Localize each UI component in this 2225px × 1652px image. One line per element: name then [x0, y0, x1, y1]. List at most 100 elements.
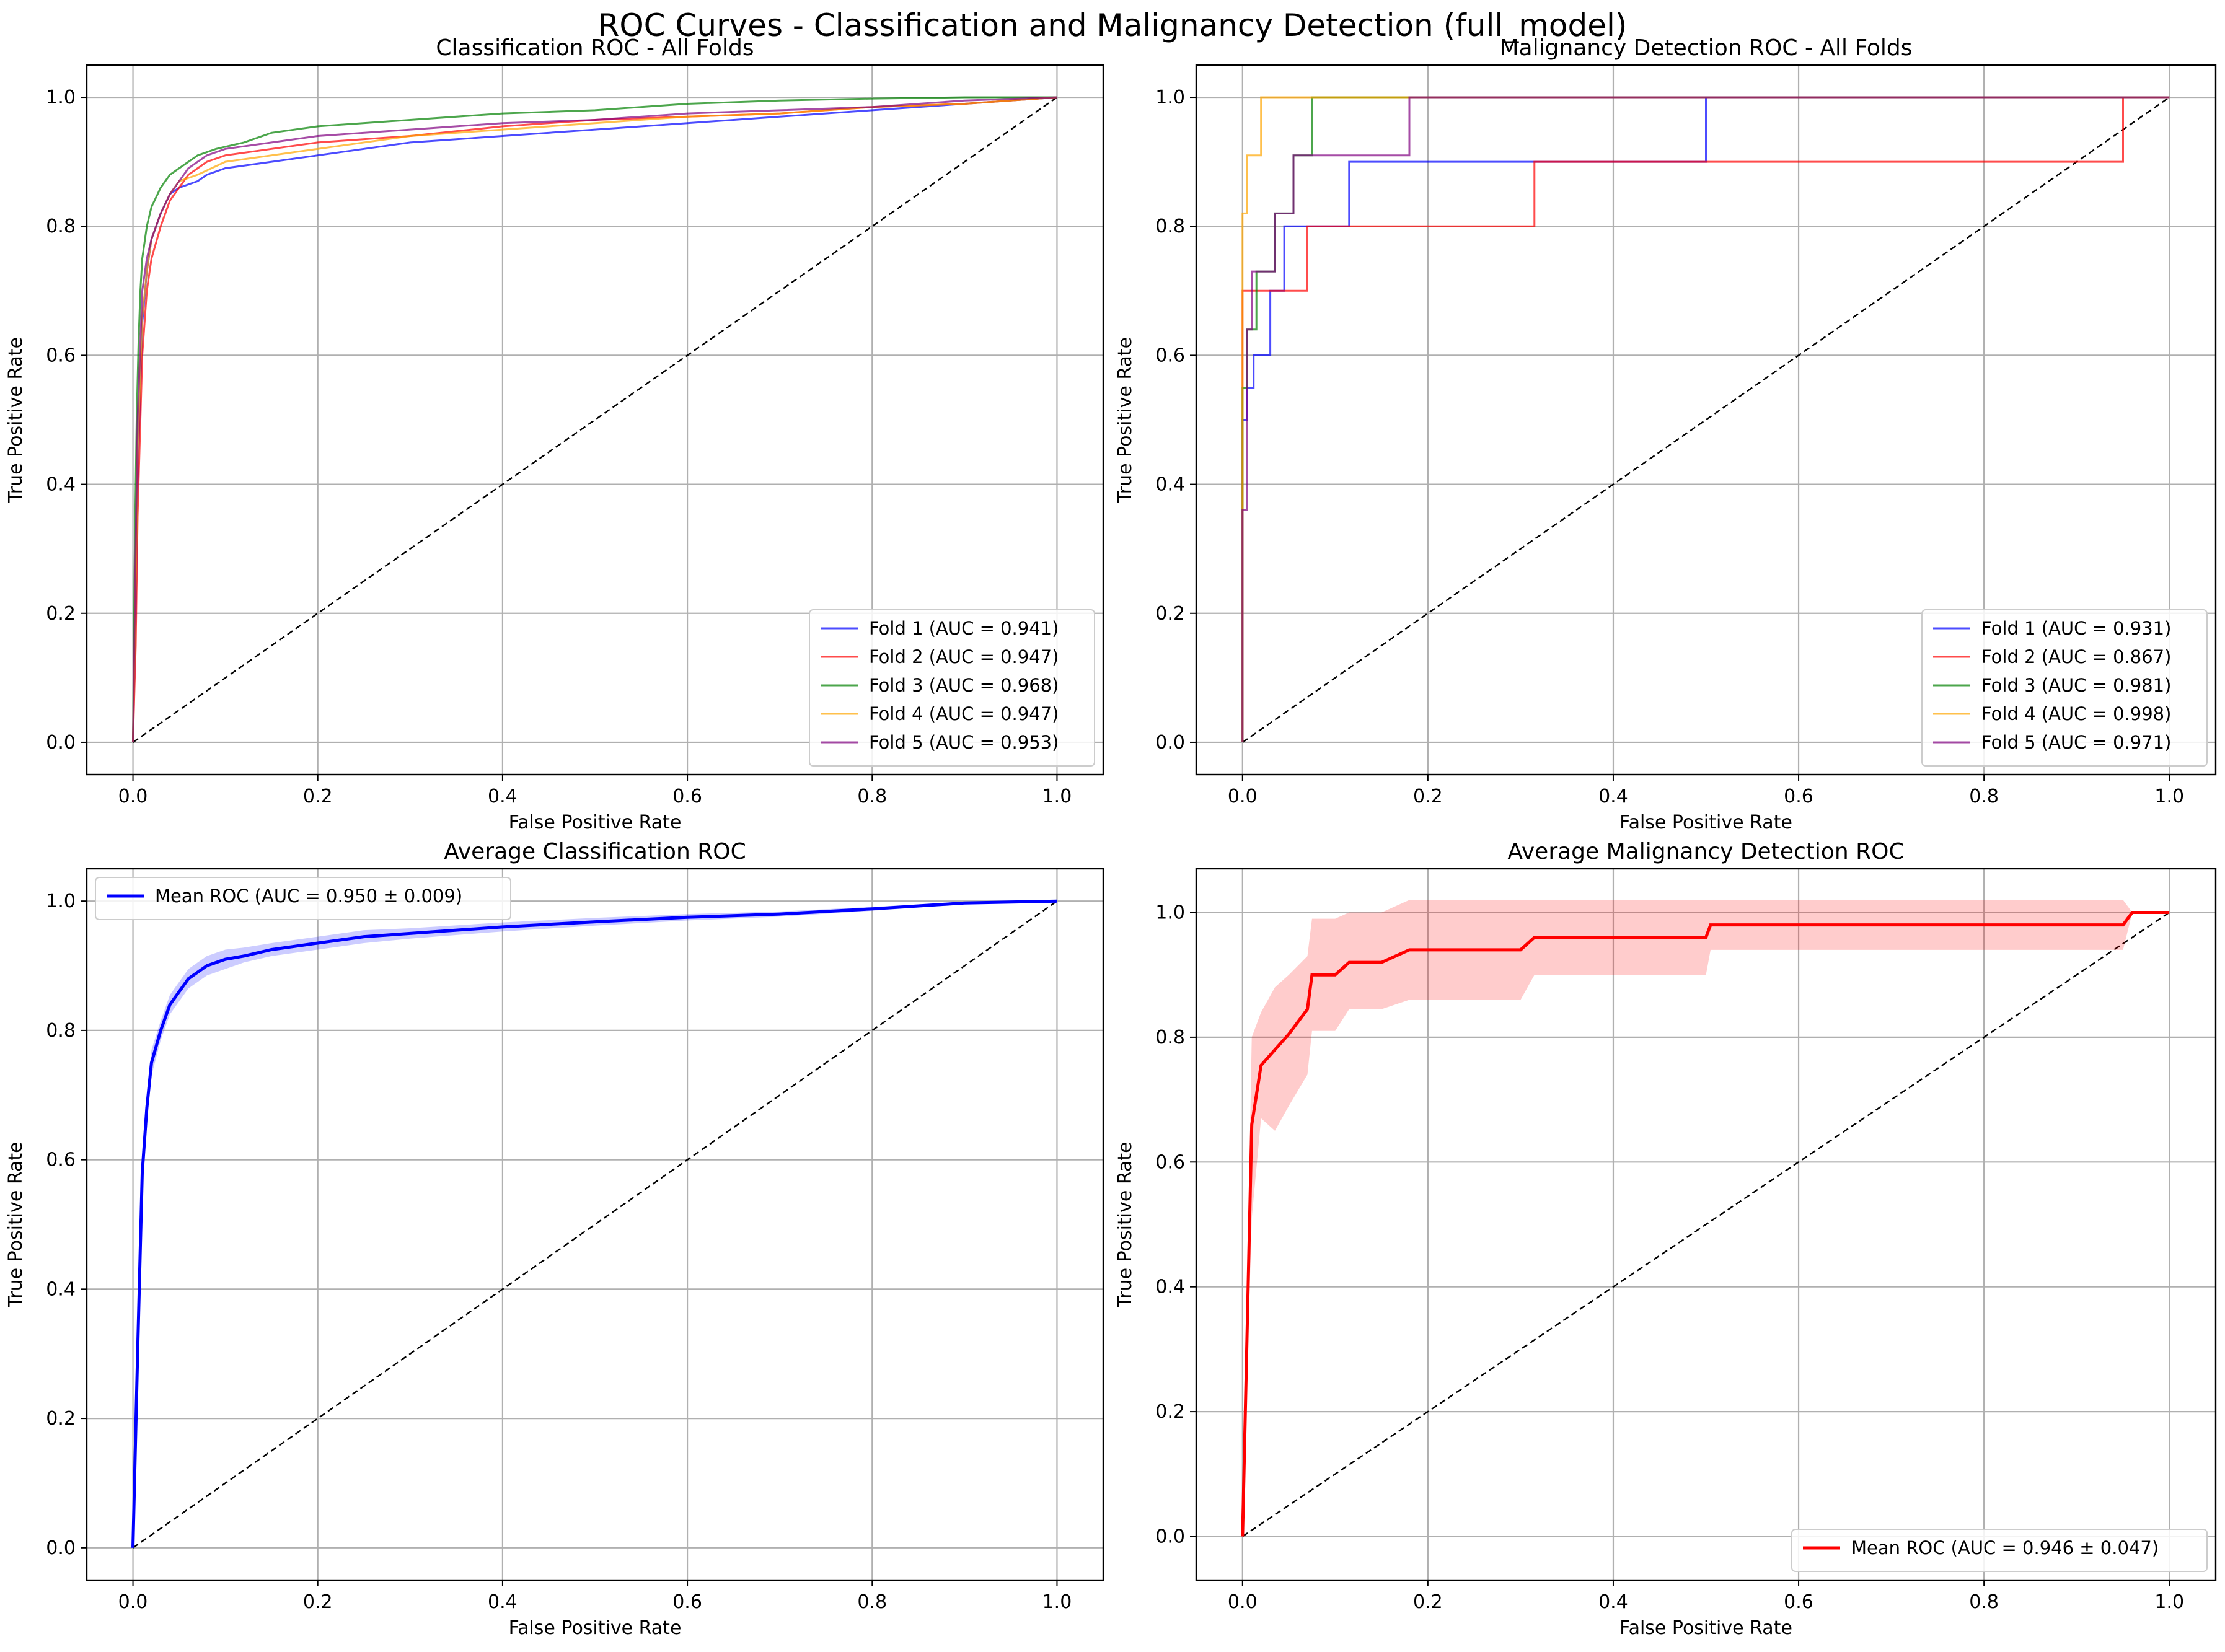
- chance-line: [1242, 912, 2170, 1537]
- y-tick-label: 0.6: [46, 1149, 76, 1171]
- series-line-3: [132, 96, 1057, 743]
- y-axis-label: True Positive Rate: [5, 337, 27, 503]
- y-tick-label: 0.4: [46, 1278, 76, 1300]
- y-tick-label: 1.0: [46, 890, 76, 912]
- figure-title: ROC Curves - Classification and Malignan…: [598, 7, 1628, 43]
- x-tick-label: 0.8: [857, 1591, 887, 1613]
- subplot-title: Average Malignancy Detection ROC: [1507, 839, 1904, 864]
- y-tick-label: 1.0: [46, 87, 76, 108]
- plot-area: [132, 96, 1058, 743]
- subplot-3: 0.0 0.0 0.2 0.2 0.4 0.4 0.6 0.6 0.8 0.8 1.0 1.0 Aver…: [5, 839, 1104, 1639]
- x-tick-label: 0.2: [1413, 1591, 1443, 1613]
- legend-label: Fold 4 (AUC = 0.998): [1981, 703, 2171, 724]
- plot-area: [1241, 96, 2170, 743]
- legend-label: Fold 3 (AUC = 0.968): [869, 675, 1059, 696]
- x-tick-label: 1.0: [2154, 1591, 2184, 1613]
- x-axis-label: False Positive Rate: [509, 1617, 682, 1639]
- legend-label: Mean ROC (AUC = 0.950 ± 0.009): [155, 885, 462, 907]
- x-tick-label: 0.4: [488, 786, 518, 807]
- y-tick-label: 0.0: [46, 1537, 76, 1559]
- legend-box: [809, 609, 1095, 767]
- y-tick-label: 0.2: [1155, 603, 1185, 625]
- y-tick-label: 0.4: [1155, 1276, 1185, 1298]
- legend-label: Fold 5 (AUC = 0.953): [869, 732, 1059, 753]
- subplot-title: Classification ROC - All Folds: [436, 35, 754, 61]
- y-tick-label: 0.8: [46, 1020, 76, 1042]
- std-band: [133, 901, 1057, 1548]
- y-tick-label: 0.6: [1155, 1151, 1185, 1173]
- legend: Mean ROC (AUC = 0.950 ± 0.009): [95, 877, 511, 920]
- legend-label: Fold 1 (AUC = 0.941): [869, 618, 1059, 639]
- subplot-1: 0.0 0.0 0.2 0.2 0.4 0.4 0.6 0.6 0.8 0.8 1.0 1.0 Clas…: [5, 35, 1104, 833]
- series-line-2: [1241, 96, 2170, 742]
- plot-area: [131, 899, 1058, 1549]
- x-tick-label: 0.4: [488, 1591, 518, 1613]
- legend-label: Fold 3 (AUC = 0.981): [1981, 675, 2171, 696]
- axes-frame: [1195, 868, 2217, 1581]
- y-tick-label: 1.0: [1155, 902, 1185, 923]
- plot-area: [1241, 900, 2170, 1537]
- y-tick-label: 0.4: [1155, 474, 1185, 496]
- legend: Fold 1 (AUC = 0.941) Fold 2 (AUC = 0.947)…: [809, 609, 1095, 767]
- series-line-1: [131, 899, 1057, 1548]
- series-line-1: [1241, 911, 2170, 1537]
- y-tick-label: 0.8: [1155, 216, 1185, 237]
- y-tick-label: 1.0: [1155, 87, 1185, 108]
- y-tick-label: 0.2: [46, 1408, 76, 1430]
- y-tick-label: 0.6: [1155, 345, 1185, 366]
- x-tick-label: 1.0: [1042, 1591, 1072, 1613]
- subplot-2: 0.0 0.0 0.2 0.2 0.4 0.4 0.6 0.6 0.8 0.8 1.0 1.0 Mali…: [1114, 35, 2217, 833]
- legend-label: Mean ROC (AUC = 0.946 ± 0.047): [1851, 1537, 2159, 1558]
- y-tick-label: 0.0: [1155, 732, 1185, 754]
- y-tick-label: 0.2: [46, 603, 76, 625]
- x-tick-label: 0.6: [672, 786, 702, 807]
- legend-label: Fold 2 (AUC = 0.867): [1981, 646, 2171, 667]
- x-tick-label: 1.0: [2154, 786, 2184, 807]
- x-tick-label: 0.6: [1784, 786, 1813, 807]
- x-tick-label: 0.2: [303, 1591, 333, 1613]
- axes-frame: [1195, 64, 2217, 776]
- x-tick-label: 0.0: [1228, 1591, 1258, 1613]
- x-tick-label: 0.6: [672, 1591, 702, 1613]
- x-tick-label: 0.2: [1413, 786, 1443, 807]
- legend-label: Fold 5 (AUC = 0.971): [1981, 732, 2171, 753]
- legend-box: [95, 877, 511, 920]
- x-tick-label: 0.0: [118, 786, 148, 807]
- legend-label: Fold 1 (AUC = 0.931): [1981, 618, 2171, 639]
- subplot-title: Average Classification ROC: [444, 839, 746, 864]
- subplot-4: 0.0 0.0 0.2 0.2 0.4 0.4 0.6 0.6 0.8 0.8 1.0 1.0 Aver…: [1114, 839, 2217, 1639]
- legend: Mean ROC (AUC = 0.946 ± 0.047): [1791, 1529, 2208, 1572]
- y-tick-label: 0.4: [46, 474, 76, 496]
- axes-frame: [86, 868, 1104, 1581]
- legend: Fold 1 (AUC = 0.931) Fold 2 (AUC = 0.867)…: [1921, 609, 2208, 767]
- y-tick-label: 0.6: [46, 345, 76, 366]
- series-line-4: [1241, 96, 2170, 742]
- x-tick-label: 0.0: [118, 1591, 148, 1613]
- x-axis-label: False Positive Rate: [1619, 812, 1792, 833]
- y-axis-label: True Positive Rate: [1114, 337, 1136, 503]
- chance-line: [132, 900, 1058, 1549]
- legend-label: Fold 4 (AUC = 0.947): [869, 703, 1059, 724]
- x-tick-label: 0.8: [1969, 786, 1999, 807]
- legend-box: [1921, 609, 2208, 767]
- x-tick-label: 0.8: [857, 786, 887, 807]
- x-tick-label: 1.0: [1042, 786, 1072, 807]
- x-tick-label: 0.4: [1598, 786, 1628, 807]
- axes-frame: [86, 64, 1104, 776]
- y-tick-label: 0.0: [46, 732, 76, 754]
- y-tick-label: 0.8: [1155, 1027, 1185, 1048]
- std-band: [1242, 900, 2170, 1537]
- subplot-title: Malignancy Detection ROC - All Folds: [1499, 35, 1912, 61]
- x-axis-label: False Positive Rate: [509, 812, 682, 833]
- x-tick-label: 0.0: [1228, 786, 1258, 807]
- y-axis-label: True Positive Rate: [5, 1141, 27, 1307]
- series-line-5: [132, 96, 1057, 743]
- x-tick-label: 0.2: [303, 786, 333, 807]
- x-tick-label: 0.8: [1969, 1591, 1999, 1613]
- y-axis-label: True Positive Rate: [1114, 1141, 1136, 1307]
- series-line-5: [1241, 96, 2170, 742]
- legend-box: [1791, 1529, 2208, 1572]
- x-tick-label: 0.4: [1598, 1591, 1628, 1613]
